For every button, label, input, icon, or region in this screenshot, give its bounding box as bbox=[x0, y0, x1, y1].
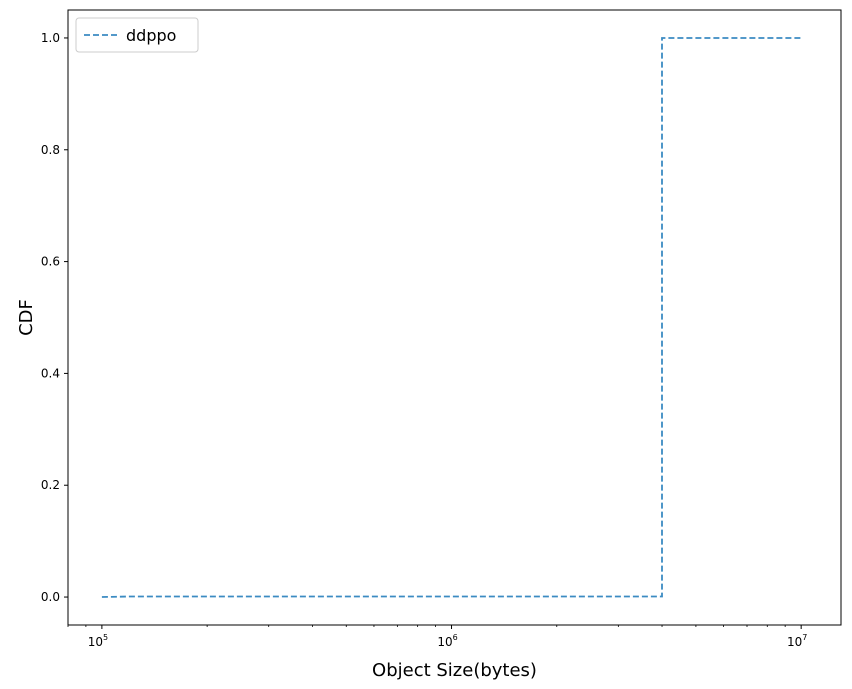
legend: ddppo bbox=[75, 17, 199, 53]
y-axis-label: CDF bbox=[16, 299, 37, 336]
series-line-ddppo bbox=[101, 37, 802, 598]
y-axis: 0.0 0.2 0.4 0.6 0.8 1.0 bbox=[41, 31, 68, 604]
y-tick-label: 0.8 bbox=[41, 143, 60, 157]
x-tick-exponent: 6 bbox=[453, 633, 458, 642]
x-tick-label: 106 bbox=[437, 633, 457, 649]
y-tick-label: 0.0 bbox=[41, 590, 60, 604]
legend-label: ddppo bbox=[126, 26, 176, 45]
x-tick-label: 105 bbox=[88, 633, 108, 649]
y-tick-label: 1.0 bbox=[41, 31, 60, 45]
x-tick-exponent: 7 bbox=[802, 633, 807, 642]
y-tick-label: 0.4 bbox=[41, 366, 60, 380]
x-axis-label: Object Size(bytes) bbox=[372, 660, 537, 681]
y-tick-label: 0.2 bbox=[41, 478, 60, 492]
x-axis: 105 106 107 bbox=[67, 625, 807, 649]
x-tick-label: 107 bbox=[787, 633, 807, 649]
plot-frame bbox=[67, 9, 842, 626]
series-layer bbox=[101, 37, 802, 598]
y-tick-label: 0.6 bbox=[41, 255, 60, 269]
plot-border bbox=[67, 9, 842, 626]
legend-box bbox=[75, 17, 199, 53]
x-tick-exponent: 5 bbox=[103, 633, 108, 642]
